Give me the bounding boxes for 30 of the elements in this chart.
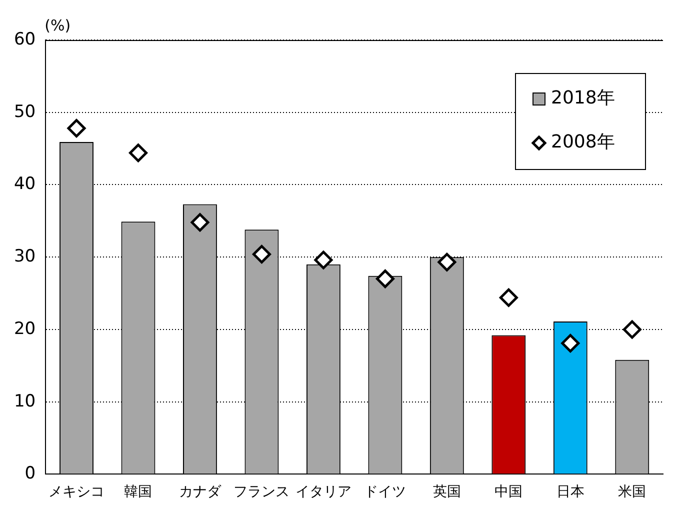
point — [67, 119, 86, 138]
y-tick-label: 0 — [24, 464, 36, 484]
point — [252, 244, 271, 264]
point — [622, 320, 642, 339]
point — [561, 334, 580, 352]
x-tick-label: イタリア — [295, 484, 352, 500]
x-tick-label: 中国 — [494, 484, 523, 500]
y-tick-label: 40 — [14, 174, 36, 194]
x-tick-label: 韓国 — [124, 484, 152, 500]
x-tick-label: 日本 — [556, 484, 584, 500]
point — [128, 144, 148, 162]
point — [499, 288, 518, 307]
x-tick-label: フランス — [234, 484, 290, 500]
y-tick-label: 20 — [14, 318, 36, 339]
y-tick-label: 30 — [14, 246, 36, 267]
x-tick-label: ドイツ — [364, 484, 406, 500]
legend-label: 2018年 — [551, 88, 615, 109]
x-tick-label: 英国 — [432, 484, 461, 500]
y-tick-label: 60 — [14, 29, 36, 50]
point — [190, 213, 210, 232]
y-axis-title: (%) — [44, 16, 71, 34]
x-tick-label: メキシコ — [48, 484, 104, 500]
y-tick-label: 50 — [14, 102, 36, 122]
point — [314, 250, 333, 270]
y-tick-label: 10 — [14, 391, 36, 412]
legend-label: 2008年 — [551, 132, 615, 153]
point — [438, 252, 456, 272]
x-tick-label: カナダ — [178, 484, 222, 500]
x-tick-label: 米国 — [618, 484, 646, 500]
point — [376, 270, 394, 288]
